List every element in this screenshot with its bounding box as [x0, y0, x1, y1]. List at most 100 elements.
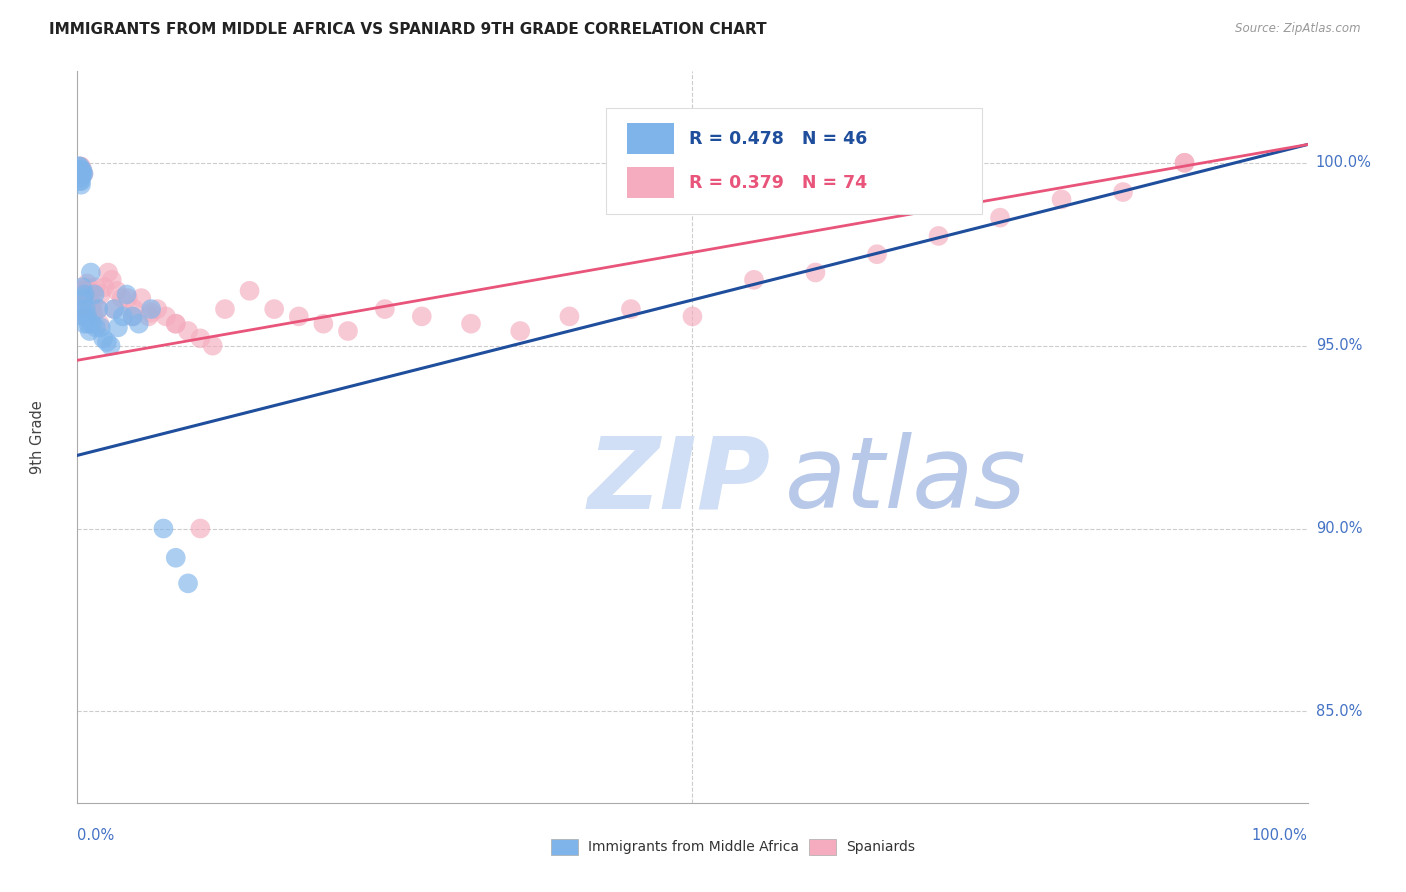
Point — [70, 302, 93, 317]
Point — [146, 302, 169, 317]
Point — [69, 163, 91, 178]
Point — [73, 317, 96, 331]
Text: Immigrants from Middle Africa: Immigrants from Middle Africa — [588, 839, 799, 854]
Point — [70, 163, 93, 178]
Point — [70, 163, 93, 178]
Point — [214, 302, 236, 317]
Point — [70, 287, 93, 301]
Point — [67, 170, 90, 185]
Text: 100.0%: 100.0% — [1251, 828, 1308, 843]
Point — [177, 576, 200, 591]
Point — [76, 310, 98, 324]
Text: 85.0%: 85.0% — [1316, 704, 1362, 719]
Point — [122, 302, 145, 317]
Point — [80, 291, 103, 305]
Point — [682, 310, 704, 324]
Text: 100.0%: 100.0% — [1316, 155, 1372, 170]
Point — [69, 167, 91, 181]
Point — [70, 167, 93, 181]
Point — [263, 302, 285, 317]
Point — [141, 302, 163, 317]
Point — [107, 320, 129, 334]
Point — [72, 310, 94, 324]
Point — [90, 320, 112, 334]
Point — [77, 294, 100, 309]
Point — [111, 291, 132, 305]
Point — [177, 324, 200, 338]
Text: R = 0.379   N = 74: R = 0.379 N = 74 — [689, 174, 868, 193]
Point — [1112, 185, 1135, 199]
Point — [1174, 156, 1197, 170]
Point — [91, 331, 114, 345]
Point — [75, 302, 97, 317]
Point — [70, 163, 93, 178]
Point — [103, 302, 125, 317]
Text: 0.0%: 0.0% — [77, 828, 114, 843]
Point — [866, 247, 889, 261]
Point — [129, 291, 153, 305]
Point — [69, 170, 91, 185]
Point — [73, 310, 96, 324]
Point — [103, 302, 125, 317]
Point — [115, 287, 138, 301]
Point — [337, 324, 360, 338]
Point — [121, 310, 143, 324]
Point — [90, 287, 112, 301]
Point — [87, 302, 110, 317]
Point — [288, 310, 311, 324]
Point — [72, 302, 94, 317]
Point — [312, 317, 335, 331]
Point — [72, 291, 94, 305]
Point — [69, 160, 91, 174]
Point — [111, 310, 134, 324]
Point — [79, 324, 101, 338]
Point — [121, 310, 143, 324]
Point — [69, 174, 91, 188]
Point — [165, 317, 187, 331]
Point — [70, 167, 93, 181]
Text: ZIP: ZIP — [588, 433, 770, 530]
Text: IMMIGRANTS FROM MIDDLE AFRICA VS SPANIARD 9TH GRADE CORRELATION CHART: IMMIGRANTS FROM MIDDLE AFRICA VS SPANIAR… — [49, 22, 766, 37]
Text: 95.0%: 95.0% — [1316, 338, 1362, 353]
Point — [165, 550, 187, 565]
Point — [67, 163, 90, 178]
Point — [1174, 156, 1197, 170]
Point — [84, 280, 107, 294]
Point — [374, 302, 396, 317]
Text: 90.0%: 90.0% — [1316, 521, 1362, 536]
Point — [67, 167, 90, 181]
Point — [988, 211, 1011, 225]
Point — [165, 317, 187, 331]
Point — [69, 170, 91, 185]
Point — [70, 178, 93, 192]
Point — [70, 170, 93, 185]
Point — [804, 266, 827, 280]
FancyBboxPatch shape — [627, 167, 673, 198]
Point — [117, 291, 139, 305]
Point — [239, 284, 262, 298]
Point — [67, 170, 90, 185]
Point — [1050, 193, 1073, 207]
Point — [84, 320, 107, 334]
Point — [69, 163, 91, 178]
FancyBboxPatch shape — [627, 123, 673, 154]
Point — [742, 273, 765, 287]
FancyBboxPatch shape — [606, 108, 981, 214]
Point — [76, 310, 98, 324]
Point — [67, 160, 90, 174]
Point — [67, 167, 90, 181]
Point — [155, 310, 177, 324]
Point — [70, 280, 93, 294]
Point — [67, 163, 90, 178]
Text: atlas: atlas — [785, 433, 1026, 530]
Point — [105, 284, 128, 298]
Point — [72, 291, 94, 305]
Text: 9th Grade: 9th Grade — [31, 401, 45, 474]
Text: Source: ZipAtlas.com: Source: ZipAtlas.com — [1236, 22, 1361, 36]
Point — [89, 317, 111, 331]
Point — [411, 310, 433, 324]
FancyBboxPatch shape — [810, 839, 837, 855]
Point — [73, 287, 96, 301]
Text: R = 0.478   N = 46: R = 0.478 N = 46 — [689, 130, 868, 148]
Point — [928, 229, 950, 244]
